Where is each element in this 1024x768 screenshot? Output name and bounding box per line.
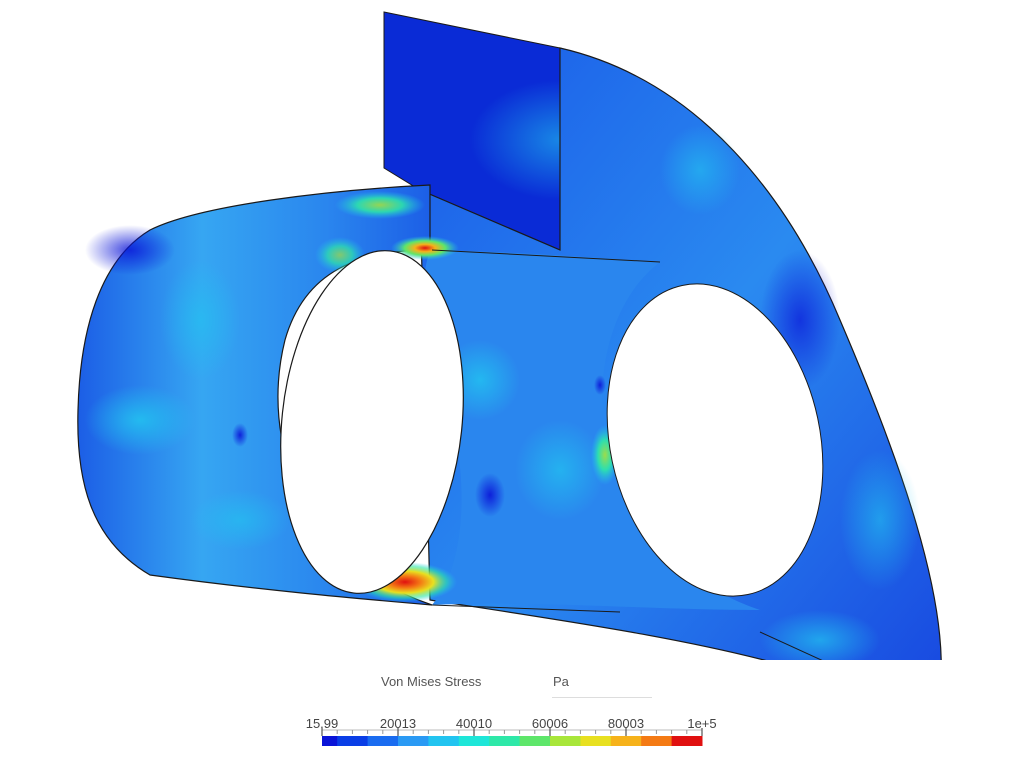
stress-region [760, 610, 880, 660]
stress-region [840, 450, 920, 590]
front-bore-hole [280, 250, 464, 594]
colorbar-segment [474, 736, 490, 746]
colorbar-segment [413, 736, 429, 746]
colorbar-segment [367, 736, 384, 746]
colorbar-tick-label: 80003 [607, 716, 645, 731]
stress-region [85, 385, 195, 455]
inner-web [423, 250, 760, 610]
seam-line [759, 631, 823, 660]
stress-region [85, 225, 175, 275]
colorbar-segment [458, 736, 475, 746]
colorbar-segment [550, 736, 566, 746]
colorbar-segment [504, 736, 521, 746]
stress-region [232, 423, 248, 447]
colorbar-segment [671, 736, 688, 746]
colorbar-segment [686, 736, 703, 746]
colorbar-segment [626, 736, 642, 746]
colorbar-segment [382, 736, 399, 746]
colorbar-segment [398, 736, 414, 746]
colorbar-tick-label: 15.99 [305, 716, 339, 731]
colorbar-segment [595, 736, 612, 746]
rear-bore-hole [606, 283, 824, 597]
colorbar [321, 728, 703, 746]
colorbar-segment [656, 736, 673, 746]
stress-hotspot [391, 236, 459, 260]
colorbar-segment [519, 736, 536, 746]
colorbar-tick-label: 1e+5 [687, 716, 717, 731]
stress-region [475, 473, 505, 517]
seam-line [431, 604, 621, 613]
model-viewport[interactable] [0, 0, 1024, 660]
colorbar-segment [565, 736, 581, 746]
colorbar-segment [580, 736, 597, 746]
colorbar-segment [352, 736, 369, 746]
colorbar-tick-label: 60006 [531, 716, 569, 731]
colorbar-segment [534, 736, 551, 746]
colorbar-segment [428, 736, 445, 746]
stress-region [160, 260, 240, 380]
legend-title: Von Mises Stress [381, 674, 482, 689]
stress-region [190, 490, 290, 550]
legend-divider [552, 697, 652, 698]
colorbar-tick-label: 20013 [379, 716, 417, 731]
colorbar-tick-label: 40010 [455, 716, 493, 731]
seam-line [431, 249, 661, 263]
colorbar-segment [443, 736, 460, 746]
legend-unit: Pa [553, 674, 569, 689]
colorbar-segment [489, 736, 505, 746]
stress-region [660, 125, 740, 215]
colorbar-segment [610, 736, 627, 746]
stress-region [335, 191, 425, 219]
colorbar-segment [641, 736, 657, 746]
colorbar-segment [322, 736, 338, 746]
stress-region [515, 420, 605, 520]
stress-region [594, 375, 606, 395]
colorbar-segment [337, 736, 353, 746]
